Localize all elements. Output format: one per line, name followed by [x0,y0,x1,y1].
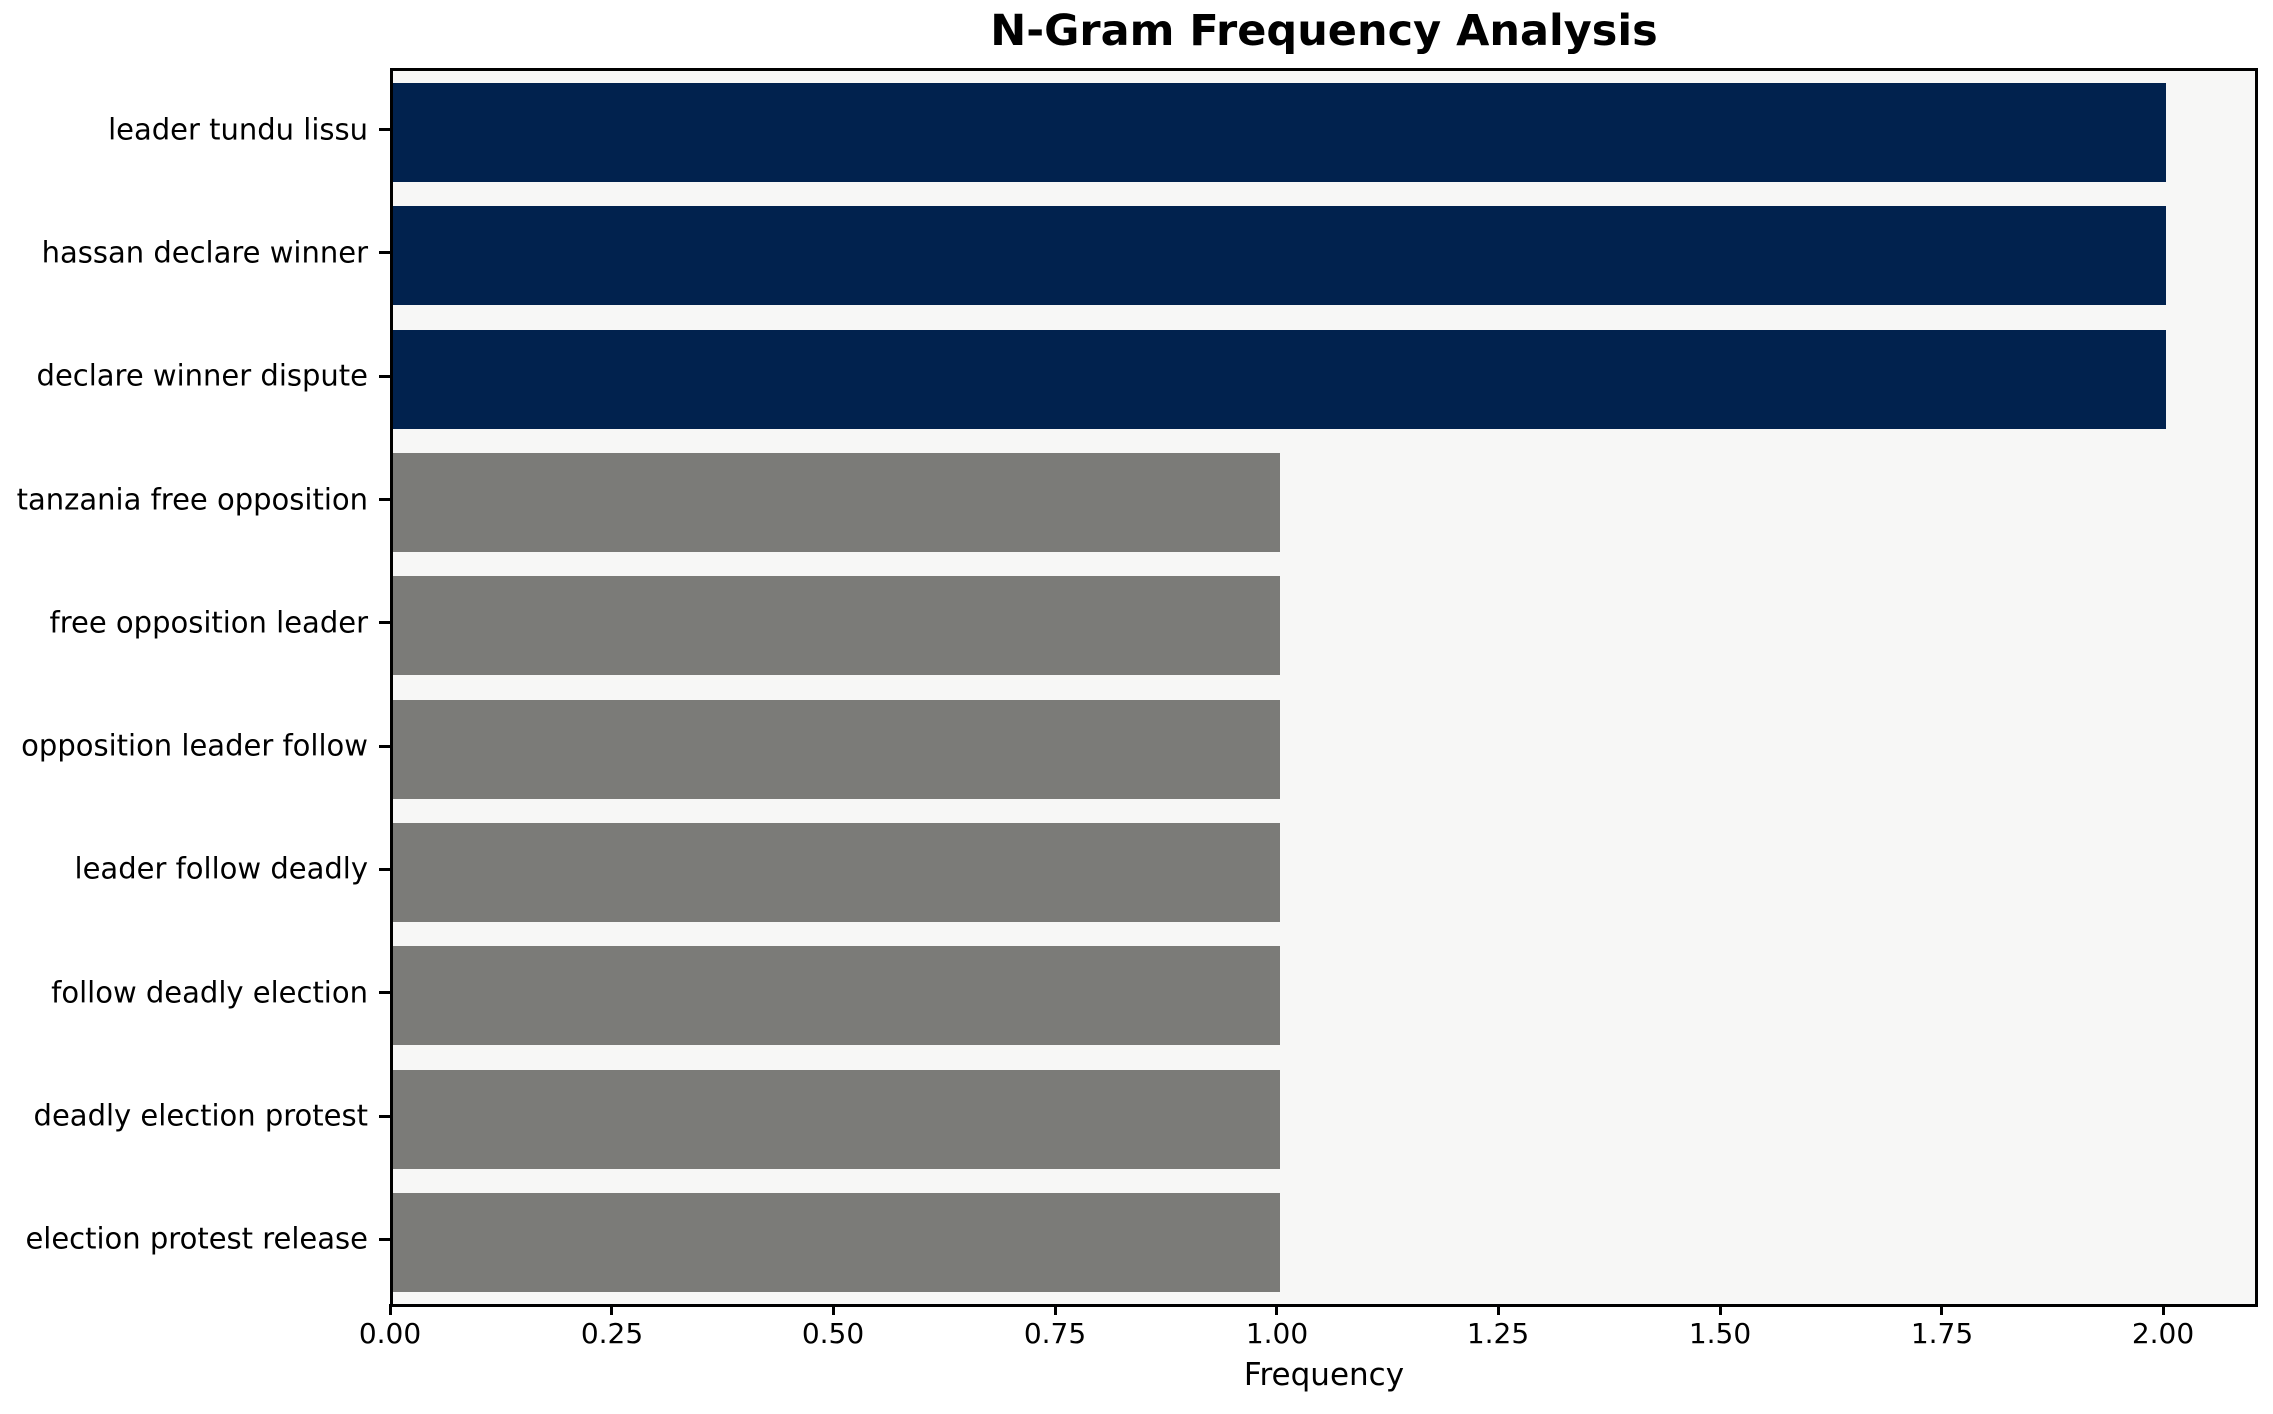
bar [393,1070,1280,1169]
y-tick-label: leader tundu lissu [108,112,368,147]
y-tick-mark [379,251,390,254]
bar [393,1193,1280,1292]
x-tick-label: 2.00 [2131,1317,2195,1350]
x-tick-mark [1940,1304,1943,1315]
y-tick-mark [379,868,390,871]
x-tick-label: 1.50 [1688,1317,1752,1350]
x-tick-mark [832,1304,835,1315]
y-tick-label: follow deadly election [51,975,368,1010]
x-tick-label: 0.50 [801,1317,865,1350]
plot-area [393,71,2255,1304]
y-tick-mark [379,498,390,501]
bar [393,700,1280,799]
y-tick-label: election protest release [25,1221,368,1256]
y-tick-mark [379,745,390,748]
bar [393,83,2167,182]
x-tick-mark [1497,1304,1500,1315]
y-tick-label: leader follow deadly [74,851,368,886]
x-tick-label: 0.25 [580,1317,644,1350]
x-tick-label: 1.00 [1245,1317,1309,1350]
y-tick-mark [379,1238,390,1241]
x-tick-mark [1054,1304,1057,1315]
y-tick-label: deadly election protest [33,1098,368,1133]
x-tick-mark [2162,1304,2165,1315]
x-tick-mark [610,1304,613,1315]
y-tick-label: free opposition leader [49,605,368,640]
chart-title: N-Gram Frequency Analysis [990,6,1658,56]
x-tick-mark [1275,1304,1278,1315]
bar [393,330,2167,429]
x-tick-label: 0.00 [358,1317,422,1350]
y-tick-mark [379,375,390,378]
y-tick-label: hassan declare winner [41,235,368,270]
bar [393,453,1280,552]
y-tick-label: opposition leader follow [21,728,368,763]
y-tick-mark [379,621,390,624]
bar [393,823,1280,922]
bar [393,946,1280,1045]
y-tick-mark [379,991,390,994]
x-tick-label: 1.25 [1466,1317,1530,1350]
x-axis-label: Frequency [1243,1357,1405,1393]
y-tick-label: declare winner dispute [36,358,368,393]
x-tick-label: 1.75 [1910,1317,1974,1350]
bar [393,206,2167,305]
x-tick-mark [1719,1304,1722,1315]
y-tick-mark [379,1115,390,1118]
bar [393,576,1280,675]
x-tick-mark [389,1304,392,1315]
y-tick-mark [379,128,390,131]
x-tick-label: 0.75 [1023,1317,1087,1350]
y-tick-label: tanzania free opposition [16,482,368,517]
